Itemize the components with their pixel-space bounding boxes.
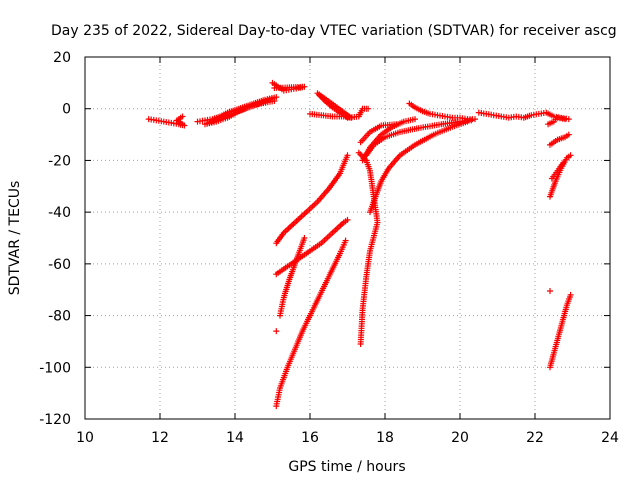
plus-marker-run (357, 121, 400, 146)
series-arc-18 (547, 152, 574, 200)
plus-marker-run (273, 216, 351, 278)
plus-marker-run (547, 131, 572, 148)
series-arc-20 (548, 160, 567, 182)
x-tick-label: 22 (526, 430, 544, 446)
data-points (145, 79, 574, 410)
plus-marker-run (269, 79, 308, 94)
plus-marker-run (545, 114, 568, 128)
plus-marker-run (273, 328, 280, 335)
plus-marker-run (359, 116, 418, 164)
series-arc-22 (547, 288, 553, 294)
plot-frame (84, 56, 611, 420)
grid-lines (85, 57, 610, 419)
y-tick-label: 0 (62, 102, 71, 118)
series-arc-17 (357, 121, 400, 146)
y-axis-label: SDTVAR / TECUs (7, 181, 23, 296)
x-tick-label: 24 (601, 430, 619, 446)
axis-ticks (84, 56, 611, 420)
y-tick-label: -60 (48, 257, 71, 273)
series-arc-21 (547, 291, 574, 371)
plus-marker-run (547, 291, 574, 371)
y-tick-label: -40 (48, 205, 71, 221)
series-arc-19 (547, 131, 572, 148)
plus-marker-run (273, 237, 349, 410)
series-arc-3 (269, 79, 308, 94)
x-tick-label: 14 (226, 430, 244, 446)
y-tick-label: -80 (48, 309, 71, 325)
y-tick-label: -120 (39, 412, 71, 428)
x-axis-label: GPS time / hours (288, 459, 405, 475)
series-arc-11 (273, 237, 349, 410)
series-arc-12 (273, 328, 280, 335)
x-tick-label: 10 (76, 430, 94, 446)
series-arc-1 (145, 113, 188, 129)
x-tick-label: 18 (376, 430, 394, 446)
series-arc-10 (277, 235, 308, 319)
plus-marker-run (145, 113, 188, 129)
plus-marker-run (273, 152, 351, 247)
y-tick-label: 20 (53, 50, 71, 66)
x-tick-label: 12 (151, 430, 169, 446)
x-tick-label: 20 (451, 430, 469, 446)
plus-marker-run (277, 235, 308, 319)
y-tick-label: -20 (48, 153, 71, 169)
series-arc-13 (355, 149, 381, 347)
plus-marker-run (547, 152, 574, 200)
series-arc-7 (545, 114, 568, 128)
tick-labels: 10 12 14 16 18 20 22 24 20 0 -20 -40 -60 -80 -100 -120 (39, 50, 619, 446)
plus-marker-run (548, 160, 567, 182)
series-arc-16 (359, 116, 418, 164)
plus-marker-run (307, 90, 372, 121)
x-tick-label: 16 (301, 430, 319, 446)
chart-title: Day 235 of 2022, Sidereal Day-to-day VTE… (51, 23, 617, 39)
series-arc-14 (367, 118, 471, 216)
series-arc-2 (194, 94, 280, 128)
plus-marker-run (355, 149, 381, 347)
series-arc-8 (273, 152, 351, 247)
y-tick-label: -100 (39, 360, 71, 376)
series-arc-4 (307, 90, 372, 121)
series-arc-9 (273, 216, 351, 278)
plus-marker-run (367, 118, 471, 216)
plus-marker-run (547, 288, 553, 294)
plus-marker-run (194, 94, 280, 128)
